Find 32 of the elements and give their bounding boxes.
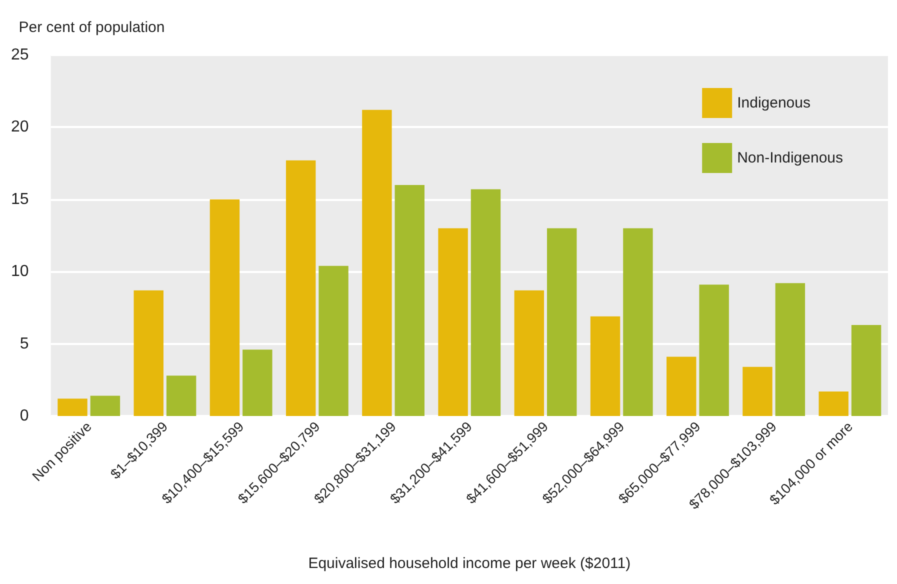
legend-label: Indigenous — [737, 94, 810, 112]
bar — [242, 350, 272, 416]
y-tick-label: 20 — [11, 118, 29, 136]
bar — [699, 284, 729, 416]
y-tick-label: 5 — [20, 335, 29, 352]
bar — [134, 290, 164, 416]
y-axis-title: Per cent of population — [18, 19, 165, 36]
bar — [775, 283, 806, 416]
bar — [666, 356, 696, 416]
y-tick-label: 0 — [20, 408, 29, 424]
y-tick-label: 15 — [11, 190, 29, 208]
y-tick-label: 10 — [11, 263, 29, 280]
bar — [210, 199, 240, 416]
bar — [470, 189, 501, 416]
bar — [90, 396, 120, 416]
bar — [318, 266, 348, 416]
bar — [166, 376, 196, 416]
legend-label: Non-Indigenous — [737, 150, 844, 166]
bar — [546, 228, 577, 416]
bar — [590, 316, 620, 416]
bar — [742, 366, 772, 416]
bar — [286, 160, 316, 416]
bar — [514, 290, 544, 416]
bar — [623, 228, 653, 416]
bar — [851, 325, 882, 416]
x-axis-title: Equivalised household income per week ($2011) — [308, 555, 631, 572]
bar — [818, 391, 848, 416]
bar — [58, 398, 88, 416]
bar — [438, 228, 468, 416]
bar — [394, 184, 424, 416]
bar — [362, 110, 392, 416]
y-tick-label: 25 — [11, 46, 29, 64]
